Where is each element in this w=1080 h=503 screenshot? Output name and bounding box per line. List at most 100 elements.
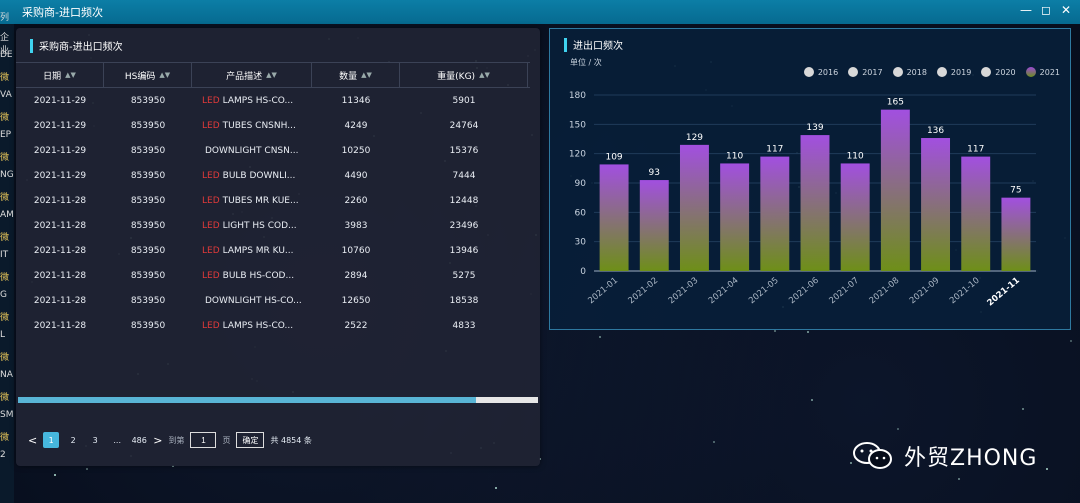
window-titlebar: 采购商-进口频次 — ◻ ✕	[0, 0, 1080, 24]
sidebar-fragment: 微	[0, 433, 10, 443]
legend-item[interactable]: 2020	[981, 67, 1016, 77]
data-label: 117	[766, 145, 783, 155]
data-label: 110	[847, 151, 864, 161]
cell-description: LED LIGHT HS COD...	[192, 221, 312, 231]
left-sidebar-strip: 列企业 DE 微 VA 微 EP 微 NG 微 AM 微 IT 微 G 微 L 微 NA 微 SM 微 2	[0, 13, 14, 503]
legend-item[interactable]: 2017	[848, 67, 883, 77]
legend-dot-icon	[1025, 67, 1036, 77]
goto-page-input[interactable]	[190, 432, 217, 448]
bar[interactable]	[880, 109, 910, 272]
star	[713, 440, 716, 443]
next-page-icon[interactable]: >	[153, 433, 163, 447]
table-row[interactable]: 2021-11-29 853950 LED BULB DOWNLI... 4490 744…	[16, 163, 530, 188]
cell-quantity: 4249	[344, 120, 368, 131]
table-panel: 采购商-进出口频次 日期 ▲▼ HS编码 ▲▼ 产品描述 ▲▼ 数量 ▲▼ 重量(KG)…	[16, 28, 540, 466]
cell-weight: 24764	[449, 120, 479, 131]
bar[interactable]	[961, 156, 991, 271]
sidebar-fragment: NA	[0, 370, 13, 380]
data-label: 75	[1010, 186, 1021, 196]
horizontal-scrollbar[interactable]	[18, 397, 538, 403]
legend-dot-icon	[936, 67, 947, 77]
table-row[interactable]: 2021-11-28 853950 LED LAMPS MR KU... 10760 13…	[16, 238, 530, 263]
cell-date: 2021-11-28	[33, 195, 87, 206]
cell-quantity: 3983	[344, 220, 368, 231]
title-accent-bar	[564, 37, 567, 52]
sidebar-fragment: EP	[0, 130, 12, 140]
data-label: 139	[806, 123, 823, 133]
sidebar-fragment: 微	[0, 113, 10, 123]
table-row[interactable]: 2021-11-28 853950 LED TUBES MR KUE... 2260 12…	[16, 188, 530, 213]
legend-item[interactable]: 2019	[936, 67, 971, 77]
watermark: 外贸ZHONG	[852, 440, 1037, 472]
bar[interactable]	[639, 180, 669, 271]
cell-description: LED TUBES MR KUE...	[192, 196, 312, 206]
prev-page-icon[interactable]: <	[28, 433, 38, 447]
star	[599, 336, 602, 339]
bar[interactable]	[840, 163, 870, 271]
column-header-weight[interactable]: 重量(KG) ▲▼	[400, 63, 528, 87]
page-1[interactable]: 1	[43, 432, 60, 448]
bar[interactable]	[1001, 197, 1031, 271]
bar[interactable]	[921, 138, 951, 271]
table-row[interactable]: 2021-11-28 853950 LED LAMPS HS-CO... 2522 483…	[16, 313, 530, 338]
cell-quantity: 10250	[341, 145, 371, 156]
maximize-icon[interactable]: ◻	[1041, 3, 1051, 17]
table-row[interactable]: 2021-11-28 853950 LED BULB HS-COD... 2894 527…	[16, 263, 530, 288]
sidebar-fragment: 微	[0, 73, 10, 83]
cell-description: DOWNLIGHT HS-CO...	[192, 296, 312, 306]
data-label: 136	[927, 126, 944, 136]
bar-chart: 0 30 60 90 120 150 180 109 2021-01 93 2021-02 129 20…	[569, 91, 1036, 308]
cell-quantity: 2894	[344, 270, 368, 281]
star	[957, 478, 960, 481]
bar[interactable]	[760, 156, 790, 271]
legend-item[interactable]: 2021	[1025, 67, 1060, 77]
bar[interactable]	[679, 144, 709, 271]
cell-description: DOWNLIGHT CNSN...	[192, 146, 312, 156]
sidebar-fragment: 列	[0, 13, 10, 23]
cell-weight: 5901	[452, 95, 476, 106]
description-text: DOWNLIGHT CNSN...	[205, 145, 299, 156]
table-row[interactable]: 2021-11-29 853950 LED LAMPS HS-CO... 11346 59…	[16, 88, 530, 113]
y-tick-label: 0	[580, 267, 586, 277]
legend-label: 2021	[1039, 67, 1060, 77]
page-2[interactable]: 2	[70, 435, 76, 445]
column-header-qty[interactable]: 数量 ▲▼	[312, 63, 400, 87]
table-row[interactable]: 2021-11-29 853950 LED TUBES CNSNH... 4249 247…	[16, 113, 530, 138]
star	[1021, 408, 1024, 411]
cell-hs-code: 853950	[130, 195, 166, 206]
scrollbar-thumb[interactable]	[18, 397, 476, 403]
page-last[interactable]: 486	[131, 435, 147, 445]
confirm-button[interactable]: 确定	[236, 432, 265, 448]
legend-item[interactable]: 2018	[892, 67, 927, 77]
column-header-desc[interactable]: 产品描述 ▲▼	[192, 63, 312, 87]
chart-title: 进出口频次	[573, 41, 623, 52]
bar[interactable]	[800, 135, 830, 271]
minimize-icon[interactable]: —	[1020, 3, 1032, 17]
cell-date: 2021-11-29	[33, 95, 87, 106]
chart-unit-label: 单位 / 次	[570, 58, 602, 67]
sidebar-fragment: VA	[0, 90, 12, 100]
table-row[interactable]: 2021-11-29 853950 DOWNLIGHT CNSN... 10250 15…	[16, 138, 530, 163]
x-tick-label: 2021-09	[908, 276, 942, 306]
column-header-date[interactable]: 日期 ▲▼	[16, 63, 104, 87]
bar[interactable]	[720, 163, 750, 271]
cell-quantity: 12650	[341, 295, 371, 306]
sidebar-fragment: 企业	[0, 33, 10, 56]
cell-weight: 15376	[449, 145, 479, 156]
sidebar-fragment: 微	[0, 273, 10, 283]
page-3[interactable]: 3	[92, 435, 98, 445]
cell-quantity: 4490	[344, 170, 368, 181]
cell-quantity: 11346	[341, 95, 371, 106]
table-row[interactable]: 2021-11-28 853950 LED LIGHT HS COD... 3983 23…	[16, 213, 530, 238]
bar[interactable]	[599, 164, 629, 271]
close-icon[interactable]: ✕	[1060, 3, 1072, 17]
table-row[interactable]: 2021-11-28 853950 DOWNLIGHT HS-CO... 12650 1…	[16, 288, 530, 313]
goto-label: 到第	[168, 435, 185, 445]
cell-description: LED LAMPS MR KU...	[192, 246, 312, 256]
cell-date: 2021-11-28	[33, 220, 87, 231]
x-tick-label: 2021-01	[586, 276, 620, 306]
description-text: LAMPS HS-CO...	[222, 320, 294, 331]
legend-item[interactable]: 2016	[803, 67, 838, 77]
sidebar-fragment: 微	[0, 193, 10, 203]
column-header-hs[interactable]: HS编码 ▲▼	[104, 63, 192, 87]
